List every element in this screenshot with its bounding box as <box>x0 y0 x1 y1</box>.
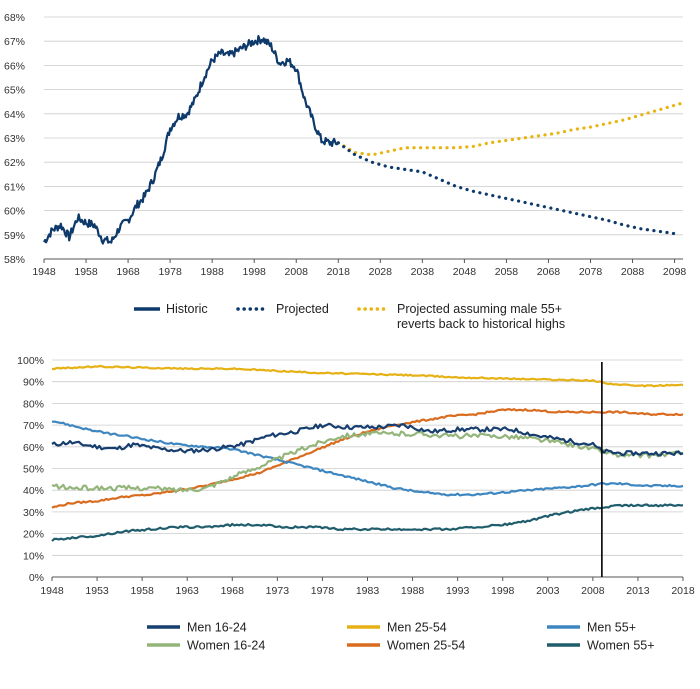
top-x-tick-label: 2088 <box>621 266 645 278</box>
legend-label-historic: Historic <box>166 302 208 316</box>
bottom-y-tick-label: 70% <box>23 420 44 432</box>
series-line-women-55 <box>51 503 683 542</box>
top-x-tick-label: 2028 <box>369 266 393 278</box>
series-line-historic <box>43 35 340 245</box>
legend-label-projected: Projected <box>276 302 329 316</box>
bottom-x-tick-label: 1978 <box>311 585 335 597</box>
bottom-y-tick-label: 90% <box>23 377 44 389</box>
series-line-men-16-24 <box>51 422 684 457</box>
top-x-tick-label: 2018 <box>327 266 351 278</box>
legend-label-women-25-54: Women 25-54 <box>387 639 465 653</box>
bottom-y-tick-label: 40% <box>23 485 44 497</box>
bottom-y-tick-label: 60% <box>23 442 44 454</box>
bottom-x-tick-label: 1988 <box>401 585 425 597</box>
legend-label-projected-alt-line1: Projected assuming male 55+ <box>397 302 562 316</box>
bottom-x-tick-label: 1948 <box>40 585 64 597</box>
bottom-y-tick-label: 100% <box>17 355 44 367</box>
top-x-tick-label: 1948 <box>32 266 56 278</box>
series-line-women-25-54 <box>51 408 684 509</box>
top-chart: 58% 59% 60% 61% 62% 63% 64% 65% 66% 67% 68% 1948 195… <box>4 12 686 278</box>
bottom-x-tick-label: 1958 <box>130 585 154 597</box>
legend-label-projected-alt: Projected assuming male 55+ reverts back… <box>397 302 566 331</box>
bottom-x-tick-label: 1953 <box>85 585 109 597</box>
top-x-tick-label: 2078 <box>579 266 603 278</box>
bottom-x-tick-label: 2018 <box>671 585 695 597</box>
legend-label-women-16-24: Women 16-24 <box>187 639 265 653</box>
top-y-tick-label: 68% <box>4 12 25 24</box>
top-y-tick-label: 66% <box>4 60 25 72</box>
bottom-legend: Men 16-24 Men 25-54 Men 55+ Women 16-24 Wome… <box>147 621 655 653</box>
bottom-x-tick-label: 2003 <box>536 585 560 597</box>
top-x-tick-label: 1968 <box>116 266 140 278</box>
bottom-x-tick-label: 1963 <box>176 585 200 597</box>
top-x-tick-label: 2048 <box>453 266 477 278</box>
legend-label-women-55: Women 55+ <box>587 639 655 653</box>
top-y-tick-label: 63% <box>4 133 25 145</box>
bottom-x-tick-label: 1968 <box>221 585 245 597</box>
bottom-x-tick-label: 1983 <box>356 585 380 597</box>
legend-label-men-55: Men 55+ <box>587 621 636 635</box>
top-y-tick-label: 61% <box>4 181 25 193</box>
bottom-y-tick-label: 30% <box>23 507 44 519</box>
top-x-tick-label: 2058 <box>495 266 519 278</box>
top-x-tick-label: 2008 <box>285 266 309 278</box>
series-line-projected-alt <box>336 101 685 157</box>
top-y-tick-label: 59% <box>4 230 25 242</box>
bottom-x-tick-label: 1998 <box>491 585 515 597</box>
legend-label-men-25-54: Men 25-54 <box>387 621 447 635</box>
top-x-tick-label: 2098 <box>663 266 687 278</box>
series-line-projected <box>336 141 677 236</box>
bottom-x-tick-label: 2008 <box>581 585 605 597</box>
top-x-tick-label: 1978 <box>158 266 182 278</box>
bottom-y-tick-label: 20% <box>23 529 44 541</box>
bottom-y-tick-label: 50% <box>23 464 44 476</box>
top-y-tick-label: 67% <box>4 36 25 48</box>
bottom-y-tick-label: 80% <box>23 398 44 410</box>
top-x-tick-label: 1998 <box>243 266 267 278</box>
top-x-tick-label: 2068 <box>537 266 561 278</box>
series-line-men-25-54 <box>51 364 684 388</box>
top-x-tick-label: 2038 <box>411 266 435 278</box>
top-x-tick-label: 1958 <box>74 266 98 278</box>
bottom-x-tick-label: 1993 <box>446 585 470 597</box>
top-x-tick-label: 1988 <box>200 266 224 278</box>
bottom-y-tick-label: 10% <box>23 550 44 562</box>
top-y-tick-label: 64% <box>4 109 25 121</box>
bottom-y-tick-label: 0% <box>29 572 44 584</box>
top-y-tick-label: 62% <box>4 157 25 169</box>
top-legend: Historic Projected Projected assuming ma… <box>134 302 566 331</box>
bottom-x-tick-label: 1973 <box>266 585 290 597</box>
top-y-tick-label: 60% <box>4 206 25 218</box>
bottom-chart: 0% 10% 20% 30% 40% 50% 60% 70% 80% 90% 100% 1948 195… <box>17 355 695 597</box>
bottom-x-tick-label: 2013 <box>626 585 650 597</box>
legend-label-men-16-24: Men 16-24 <box>187 621 247 635</box>
top-y-tick-label: 58% <box>4 254 25 266</box>
legend-label-projected-alt-line2: reverts back to historical highs <box>397 317 565 331</box>
top-y-tick-label: 65% <box>4 85 25 97</box>
series-line-men-55 <box>51 420 684 497</box>
